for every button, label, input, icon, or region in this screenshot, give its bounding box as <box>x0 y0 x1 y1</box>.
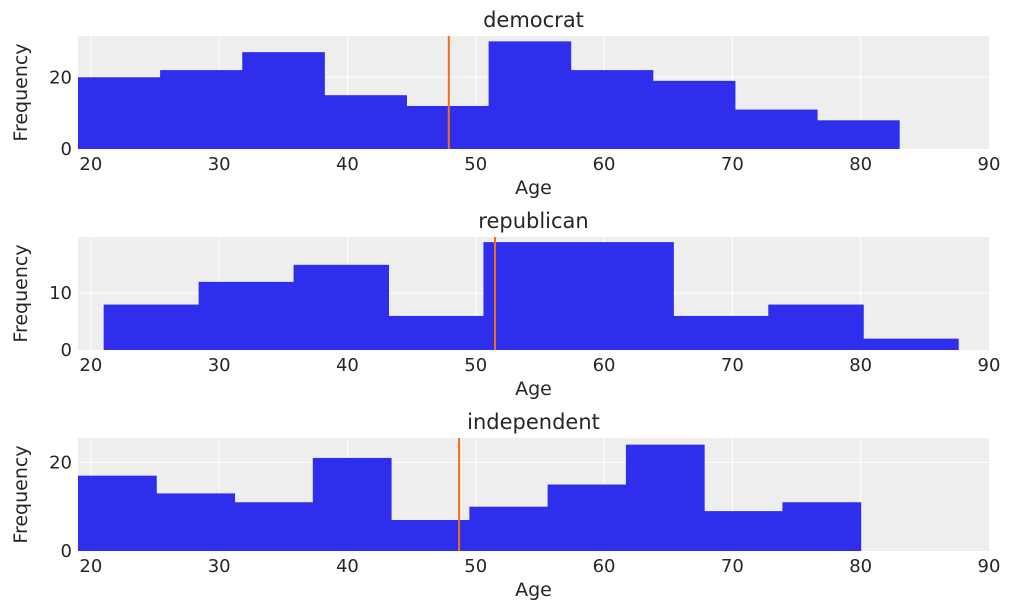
histogram-bar <box>234 502 314 551</box>
histogram-bar <box>704 511 783 551</box>
x-tick-label: 70 <box>721 556 744 577</box>
histogram-bars <box>103 242 959 350</box>
y-tick-label: 0 <box>61 541 72 562</box>
y-axis-label: Frequency <box>10 244 32 342</box>
histogram-bar <box>547 484 627 551</box>
histogram-bar <box>469 506 549 551</box>
histogram-bar <box>324 95 407 149</box>
histogram-bar <box>483 242 579 350</box>
x-tick-label: 60 <box>593 154 616 175</box>
x-tick-label: 20 <box>79 556 102 577</box>
histogram-bar <box>488 41 572 149</box>
histogram-bar <box>391 519 470 551</box>
histogram-bar <box>817 120 900 149</box>
panel-title: democrat <box>483 8 584 32</box>
panel-title: republican <box>478 209 588 233</box>
x-tick-label: 60 <box>593 556 616 577</box>
x-tick-label: 70 <box>721 154 744 175</box>
histogram-panel-democrat: democrat 20 30 40 50 60 70 80 90 0 20 Age Frequency <box>10 8 1000 199</box>
histogram-bars <box>78 41 900 149</box>
histogram-bar <box>782 502 862 551</box>
histogram-panel-republican: republican 20 30 40 50 60 70 80 90 0 10 Age Frequenc… <box>10 209 1000 400</box>
histogram-panel-independent: independent 20 30 40 50 60 70 80 90 0 20 Age Frequen… <box>10 410 1000 601</box>
panel-title: independent <box>467 410 600 434</box>
x-tick-label: 50 <box>464 556 487 577</box>
x-tick-label: 30 <box>208 355 231 376</box>
x-tick-label: 50 <box>464 154 487 175</box>
histogram-bar <box>768 304 864 350</box>
y-tick-label: 0 <box>61 340 72 361</box>
x-tick-label: 20 <box>79 154 102 175</box>
y-axis-label: Frequency <box>10 43 32 141</box>
x-tick-label: 80 <box>849 154 872 175</box>
histogram-bars <box>78 444 862 551</box>
histogram-bar <box>570 70 654 149</box>
histogram-bar <box>578 242 674 350</box>
histogram-bar <box>312 457 392 551</box>
x-tick-label: 60 <box>593 355 616 376</box>
histogram-bar <box>863 338 959 350</box>
histogram-bar <box>160 70 243 149</box>
histogram-bar <box>242 52 325 149</box>
histogram-bar <box>198 281 295 350</box>
x-tick-label: 20 <box>79 355 102 376</box>
y-tick-label: 20 <box>49 452 72 473</box>
histogram-bar <box>406 105 490 149</box>
histogram-bar <box>652 80 736 149</box>
x-tick-label: 30 <box>208 556 231 577</box>
histogram-bar <box>388 315 484 350</box>
x-tick-label: 40 <box>336 154 359 175</box>
x-tick-label: 90 <box>978 355 1001 376</box>
y-tick-label: 10 <box>49 283 72 304</box>
x-tick-label: 30 <box>208 154 231 175</box>
x-tick-label: 80 <box>849 355 872 376</box>
x-tick-label: 40 <box>336 556 359 577</box>
y-tick-label: 20 <box>49 67 72 88</box>
histogram-bar <box>734 109 818 149</box>
histogram-bar <box>673 315 769 350</box>
x-tick-label: 90 <box>978 154 1001 175</box>
x-tick-label: 90 <box>978 556 1001 577</box>
histogram-bar <box>78 475 157 551</box>
x-tick-label: 50 <box>464 355 487 376</box>
histogram-bar <box>625 444 705 551</box>
x-axis-label: Age <box>515 177 552 199</box>
x-axis-label: Age <box>515 378 552 400</box>
y-axis-label: Frequency <box>10 445 32 543</box>
histogram-bar <box>293 264 390 350</box>
histogram-bar <box>103 304 200 350</box>
x-axis-label: Age <box>515 579 552 601</box>
x-tick-label: 40 <box>336 355 359 376</box>
histogram-bar <box>156 493 236 551</box>
y-tick-label: 0 <box>61 139 72 160</box>
x-tick-label: 80 <box>849 556 872 577</box>
histogram-bar <box>78 77 161 149</box>
x-tick-label: 70 <box>721 355 744 376</box>
